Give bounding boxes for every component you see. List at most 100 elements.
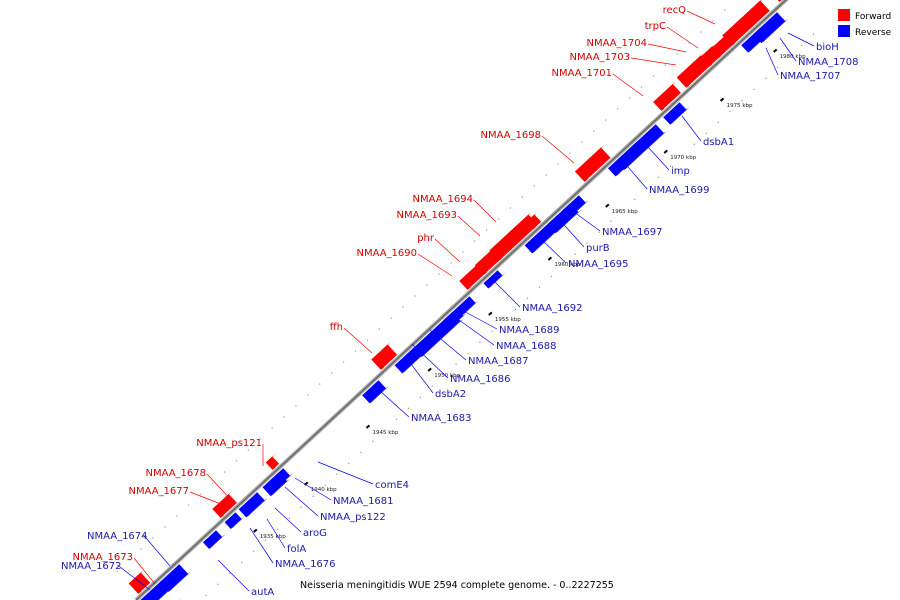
- forward-gene: [722, 0, 770, 46]
- scale-dot: [491, 330, 493, 333]
- leader-line: [407, 359, 434, 394]
- scale-dot: [366, 339, 369, 341]
- reverse-gene-face: [753, 12, 786, 44]
- reverse-gene-label: dsbA1: [703, 137, 734, 148]
- forward-gene-label: NMAA_1677: [128, 486, 189, 497]
- forward-gene-face: [128, 572, 151, 594]
- reverse-gene-top: [402, 354, 424, 374]
- reverse-gene-top: [246, 498, 268, 518]
- scale-tick-label: 1960 kbp: [554, 262, 580, 268]
- leader-line: [284, 486, 319, 517]
- scale-dot: [300, 506, 302, 509]
- forward-gene-face: [777, 0, 782, 2]
- leader-line: [206, 473, 235, 504]
- leader-line: [451, 314, 495, 346]
- scale-dot: [616, 108, 619, 110]
- reverse-gene-top: [230, 516, 245, 529]
- scale-dot: [462, 251, 464, 253]
- scale-dot: [657, 176, 660, 179]
- scale-dot: [211, 482, 214, 484]
- scale-dot: [319, 383, 321, 385]
- reverse-gene-label: NMAA_1688: [496, 341, 557, 352]
- forward-gene-face: [489, 214, 538, 261]
- scale-dot: [569, 152, 571, 154]
- scale-dot: [634, 198, 636, 201]
- scale-dot: [342, 361, 345, 363]
- scale-dot: [688, 42, 690, 44]
- scale-tick-mark: [253, 528, 258, 533]
- scale-dot: [581, 141, 583, 143]
- forward-gene-face: [371, 344, 398, 370]
- scale-dot: [252, 550, 255, 553]
- reverse-gene-face: [362, 380, 386, 404]
- reverse-gene-label: NMAA_1707: [780, 71, 841, 82]
- legend-swatch-forward: [838, 9, 850, 21]
- scale-dot: [497, 218, 500, 220]
- forward-gene-label: recQ: [663, 5, 687, 16]
- scale-tick-label: 1935 kbp: [260, 534, 286, 540]
- scale-dot: [550, 275, 553, 278]
- forward-gene: [653, 81, 681, 111]
- scale-dot: [402, 306, 404, 308]
- reverse-gene-top: [615, 148, 647, 177]
- scale-tick-mark: [365, 424, 371, 429]
- leader-line: [612, 73, 644, 97]
- leader-line: [647, 43, 687, 53]
- scale-dot: [407, 407, 410, 410]
- reverse-gene-top: [369, 386, 389, 404]
- scale-tick-mark: [719, 97, 725, 102]
- leader-line: [666, 26, 699, 49]
- scale-tick-label: 1970 kbp: [670, 155, 696, 161]
- leader-line: [317, 461, 374, 485]
- forward-gene: [128, 570, 151, 594]
- leader-line: [541, 135, 575, 164]
- reverse-gene-top: [462, 300, 479, 315]
- forward-gene-label: NMAA_1698: [480, 130, 541, 141]
- map-caption: Neisseria meningitidis WUE 2594 complete…: [300, 580, 614, 591]
- scale-dot: [295, 405, 297, 407]
- scale-dot: [467, 352, 469, 355]
- forward-gene-label: phr: [417, 233, 435, 244]
- forward-gene-label: NMAA_1694: [412, 194, 473, 205]
- genome-backbone-core: [135, 0, 787, 600]
- scale-tick-mark: [663, 149, 668, 154]
- leader-line: [765, 47, 779, 76]
- reverse-gene-label: aroG: [303, 528, 327, 539]
- legend-swatch-reverse: [838, 25, 850, 37]
- leader-line: [343, 327, 373, 354]
- scale-dot: [307, 394, 309, 396]
- scale-dot: [164, 526, 166, 528]
- scale-dot: [622, 209, 624, 212]
- leader-line: [217, 559, 250, 592]
- reverse-gene-label: NMAA_1692: [522, 303, 583, 314]
- forward-gene: [212, 491, 237, 518]
- leader-line: [555, 215, 585, 248]
- scale-dot: [223, 471, 226, 473]
- leader-line: [133, 557, 156, 585]
- scale-dot: [264, 539, 267, 542]
- forward-gene: [575, 145, 611, 182]
- reverse-gene-top: [761, 18, 789, 44]
- scale-dot: [545, 174, 547, 176]
- reverse-gene-label: NMAA_1699: [649, 185, 710, 196]
- reverse-gene-label: folA: [287, 544, 306, 555]
- reverse-gene: [224, 512, 245, 529]
- scale-dot: [348, 462, 350, 465]
- leader-line: [249, 527, 274, 564]
- gene-labels: recQ trpC NMAA_1704 NMAA_1703 NMAA_1701 NMAA_…: [61, 5, 859, 598]
- leader-line: [647, 146, 670, 171]
- reverse-gene-top: [555, 209, 582, 234]
- scale-dot: [271, 427, 273, 429]
- scale-dot: [729, 110, 731, 113]
- reverse-gene: [203, 530, 226, 549]
- reverse-gene: [362, 380, 389, 404]
- scale-dot: [324, 484, 326, 487]
- scale-dot: [199, 493, 202, 495]
- forward-gene-face: [722, 0, 770, 46]
- scale-dot: [426, 284, 428, 286]
- scale-dot: [598, 231, 600, 234]
- forward-gene-label: NMAA_1693: [396, 210, 457, 221]
- scale-dot: [664, 64, 666, 66]
